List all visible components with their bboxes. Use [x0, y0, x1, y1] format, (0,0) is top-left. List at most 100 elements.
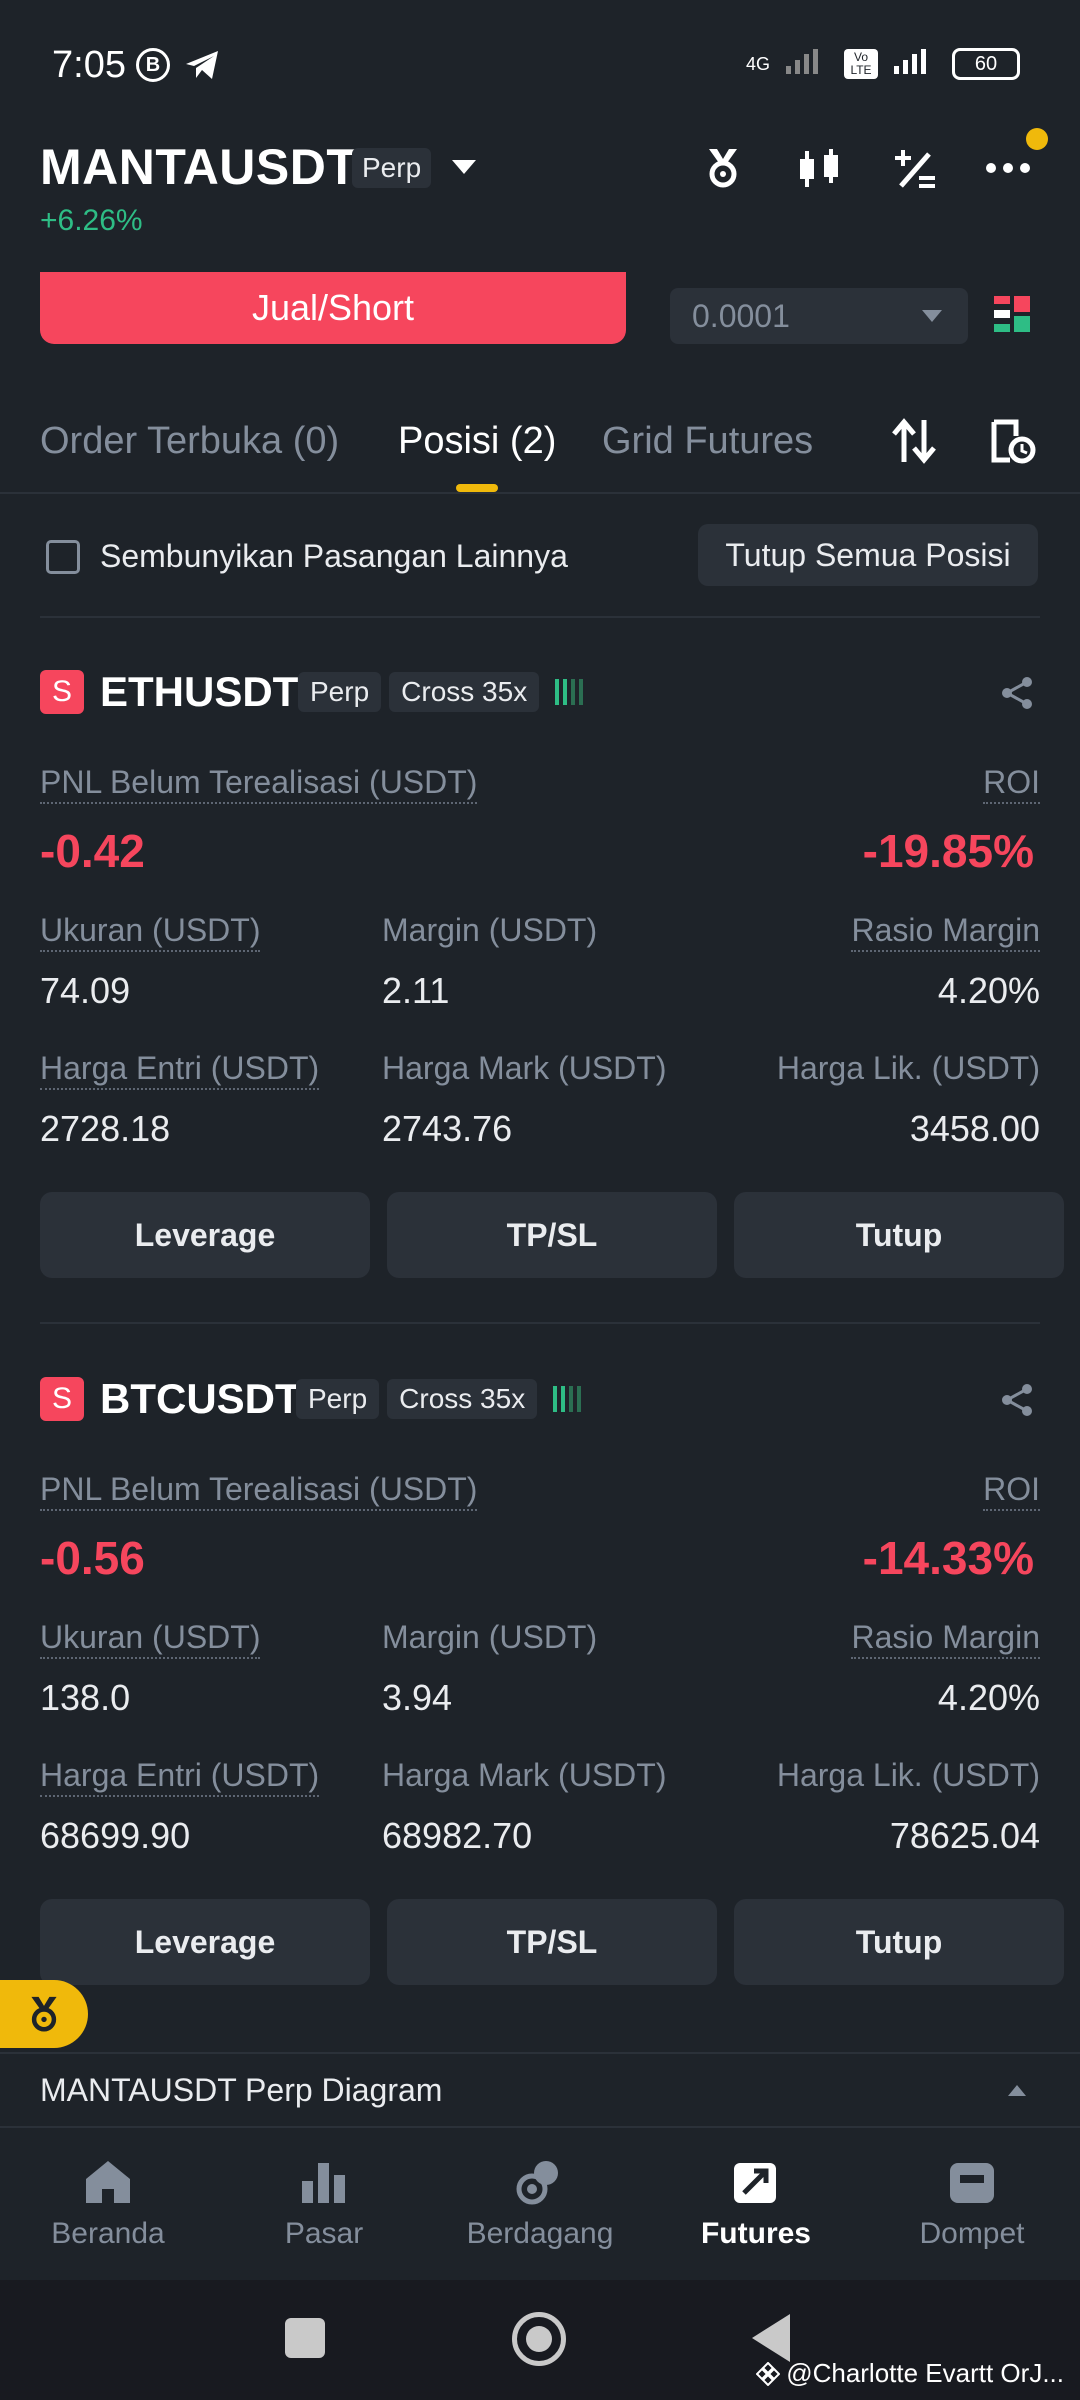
expand-icon[interactable]: [1008, 2085, 1026, 2096]
mark-price-label: Harga Mark (USDT): [382, 1050, 667, 1086]
mark-price-value: 68982.70: [382, 1815, 533, 1856]
price-change: +6.26%: [40, 204, 143, 237]
signal-icon-2: [892, 46, 938, 82]
roi-label[interactable]: ROI: [983, 764, 1040, 804]
tpsl-button[interactable]: TP/SL: [387, 1192, 717, 1278]
size-value: 138.0: [40, 1677, 131, 1718]
calculator-icon[interactable]: [892, 145, 938, 191]
margin-mode-tag[interactable]: Cross 35x: [389, 672, 540, 712]
tab-positions[interactable]: Posisi (2): [398, 420, 557, 462]
roi-value: -14.33%: [862, 1532, 1034, 1584]
share-icon[interactable]: [1000, 1383, 1034, 1422]
wallet-icon: [950, 2163, 994, 2203]
signal-icon: [784, 46, 830, 82]
markets-icon: [302, 2163, 345, 2203]
size-value: 74.09: [40, 970, 131, 1011]
back-icon[interactable]: [752, 2314, 790, 2362]
futures-icon: [734, 2163, 776, 2203]
nav-home-label: Beranda: [51, 2217, 165, 2250]
entry-price-label[interactable]: Harga Entri (USDT): [40, 1757, 320, 1797]
filter-divider: [40, 616, 1040, 618]
close-all-positions-button[interactable]: Tutup Semua Posisi: [698, 524, 1038, 586]
tab-grid-futures[interactable]: Grid Futures: [602, 420, 814, 462]
margin-ratio-label[interactable]: Rasio Margin: [851, 912, 1040, 952]
quantity-dropdown-icon[interactable]: [922, 310, 942, 322]
liq-price-value: 3458.00: [909, 1108, 1040, 1149]
pnl-label[interactable]: PNL Belum Terealisasi (USDT): [40, 1471, 478, 1511]
chart-drawer[interactable]: MANTAUSDT Perp Diagram: [0, 2052, 1080, 2128]
margin-ratio-value: 4.20%: [937, 970, 1040, 1011]
margin-mode-tag[interactable]: Cross 35x: [387, 1379, 538, 1419]
leverage-button[interactable]: Leverage: [40, 1899, 370, 1985]
close-position-button[interactable]: Tutup: [734, 1899, 1064, 1985]
sort-icon[interactable]: [892, 418, 936, 469]
rewards-chip[interactable]: [0, 1980, 88, 2048]
home-icon: [86, 2161, 130, 2203]
nav-wallet-label: Dompet: [919, 2217, 1025, 2250]
position-card-eth: S ETHUSDT Perp Cross 35x PNL Belum Terea…: [0, 660, 1080, 1350]
size-label[interactable]: Ukuran (USDT): [40, 1619, 261, 1659]
pair-dropdown-icon[interactable]: [452, 160, 476, 174]
trade-icon: [516, 2161, 558, 2205]
liq-price-value: 78625.04: [889, 1815, 1040, 1856]
hide-other-pairs-label[interactable]: Sembunyikan Pasangan Lainnya: [100, 538, 568, 574]
position-symbol[interactable]: BTCUSDT: [100, 1375, 301, 1422]
margin-label: Margin (USDT): [382, 1619, 598, 1655]
contract-tag: Perp: [296, 1379, 380, 1419]
network-label: 4G: [745, 53, 770, 74]
close-position-button[interactable]: Tutup: [734, 1192, 1064, 1278]
notification-dot: [1026, 128, 1048, 150]
home-button-icon[interactable]: [512, 2312, 566, 2366]
history-icon[interactable]: [990, 418, 1036, 469]
nav-futures-label: Futures: [700, 2217, 811, 2250]
tpsl-button[interactable]: TP/SL: [387, 1899, 717, 1985]
unrealized-pnl: -0.42: [40, 825, 145, 877]
margin-value: 3.94: [382, 1677, 453, 1718]
quantity-select[interactable]: 0.0001: [670, 288, 968, 344]
binance-logo-icon: [756, 2361, 781, 2386]
nav-futures[interactable]: Futures: [648, 2130, 864, 2280]
mark-price-label: Harga Mark (USDT): [382, 1757, 667, 1793]
recents-icon[interactable]: [285, 2318, 325, 2358]
entry-price-value: 2728.18: [40, 1108, 171, 1149]
margin-label: Margin (USDT): [382, 912, 598, 948]
roi-value: -19.85%: [862, 825, 1034, 877]
system-nav-bar: [0, 2280, 1080, 2400]
nav-wallet[interactable]: Dompet: [864, 2130, 1080, 2280]
nav-markets-label: Pasar: [284, 2217, 364, 2250]
position-card-btc: S BTCUSDT Perp Cross 35x PNL Belum Terea…: [0, 1367, 1080, 2057]
battery-icon: 60: [952, 48, 1020, 80]
pair-title[interactable]: MANTAUSDT: [40, 139, 358, 195]
candlestick-icon[interactable]: [796, 145, 842, 191]
active-tab-indicator: [456, 484, 498, 492]
nav-home[interactable]: Beranda: [0, 2130, 216, 2280]
liq-price-label: Harga Lik. (USDT): [776, 1757, 1040, 1793]
leverage-button[interactable]: Leverage: [40, 1192, 370, 1278]
roi-label[interactable]: ROI: [983, 1471, 1040, 1511]
margin-ratio-label[interactable]: Rasio Margin: [851, 1619, 1040, 1659]
entry-price-label[interactable]: Harga Entri (USDT): [40, 1050, 320, 1090]
margin-value: 2.11: [382, 970, 450, 1011]
position-symbol[interactable]: ETHUSDT: [100, 668, 299, 715]
margin-ratio-value: 4.20%: [937, 1677, 1040, 1718]
battery-level: 60: [974, 52, 998, 75]
orderbook-layout-icon[interactable]: [994, 296, 1030, 339]
share-icon[interactable]: [1000, 676, 1034, 715]
size-label[interactable]: Ukuran (USDT): [40, 912, 261, 952]
card-divider: [40, 1322, 1040, 1324]
adl-indicator-icon: [555, 679, 584, 705]
entry-price-value: 68699.90: [40, 1815, 191, 1856]
pnl-label[interactable]: PNL Belum Terealisasi (USDT): [40, 764, 478, 804]
nav-markets[interactable]: Pasar: [216, 2130, 432, 2280]
unrealized-pnl: -0.56: [40, 1532, 145, 1584]
medal-icon[interactable]: [700, 145, 746, 191]
status-time: 7:05: [52, 44, 126, 86]
mark-price-value: 2743.76: [382, 1108, 513, 1149]
short-badge: S: [40, 670, 84, 714]
telegram-icon: [184, 48, 220, 87]
hide-other-pairs-checkbox[interactable]: [46, 540, 80, 574]
sell-short-button[interactable]: Jual/Short: [40, 272, 626, 344]
tab-open-orders[interactable]: Order Terbuka (0): [40, 420, 340, 462]
nav-trade[interactable]: Berdagang: [432, 2130, 648, 2280]
more-icon[interactable]: [985, 145, 1031, 191]
